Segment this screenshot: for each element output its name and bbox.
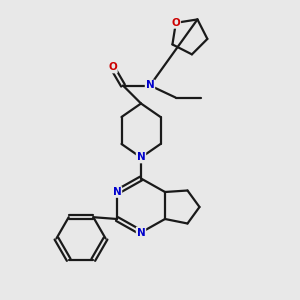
Text: N: N (136, 152, 146, 163)
Text: N: N (146, 80, 154, 91)
Text: N: N (112, 187, 122, 197)
Text: O: O (172, 18, 180, 28)
Text: O: O (108, 62, 117, 73)
Text: N: N (136, 227, 146, 238)
